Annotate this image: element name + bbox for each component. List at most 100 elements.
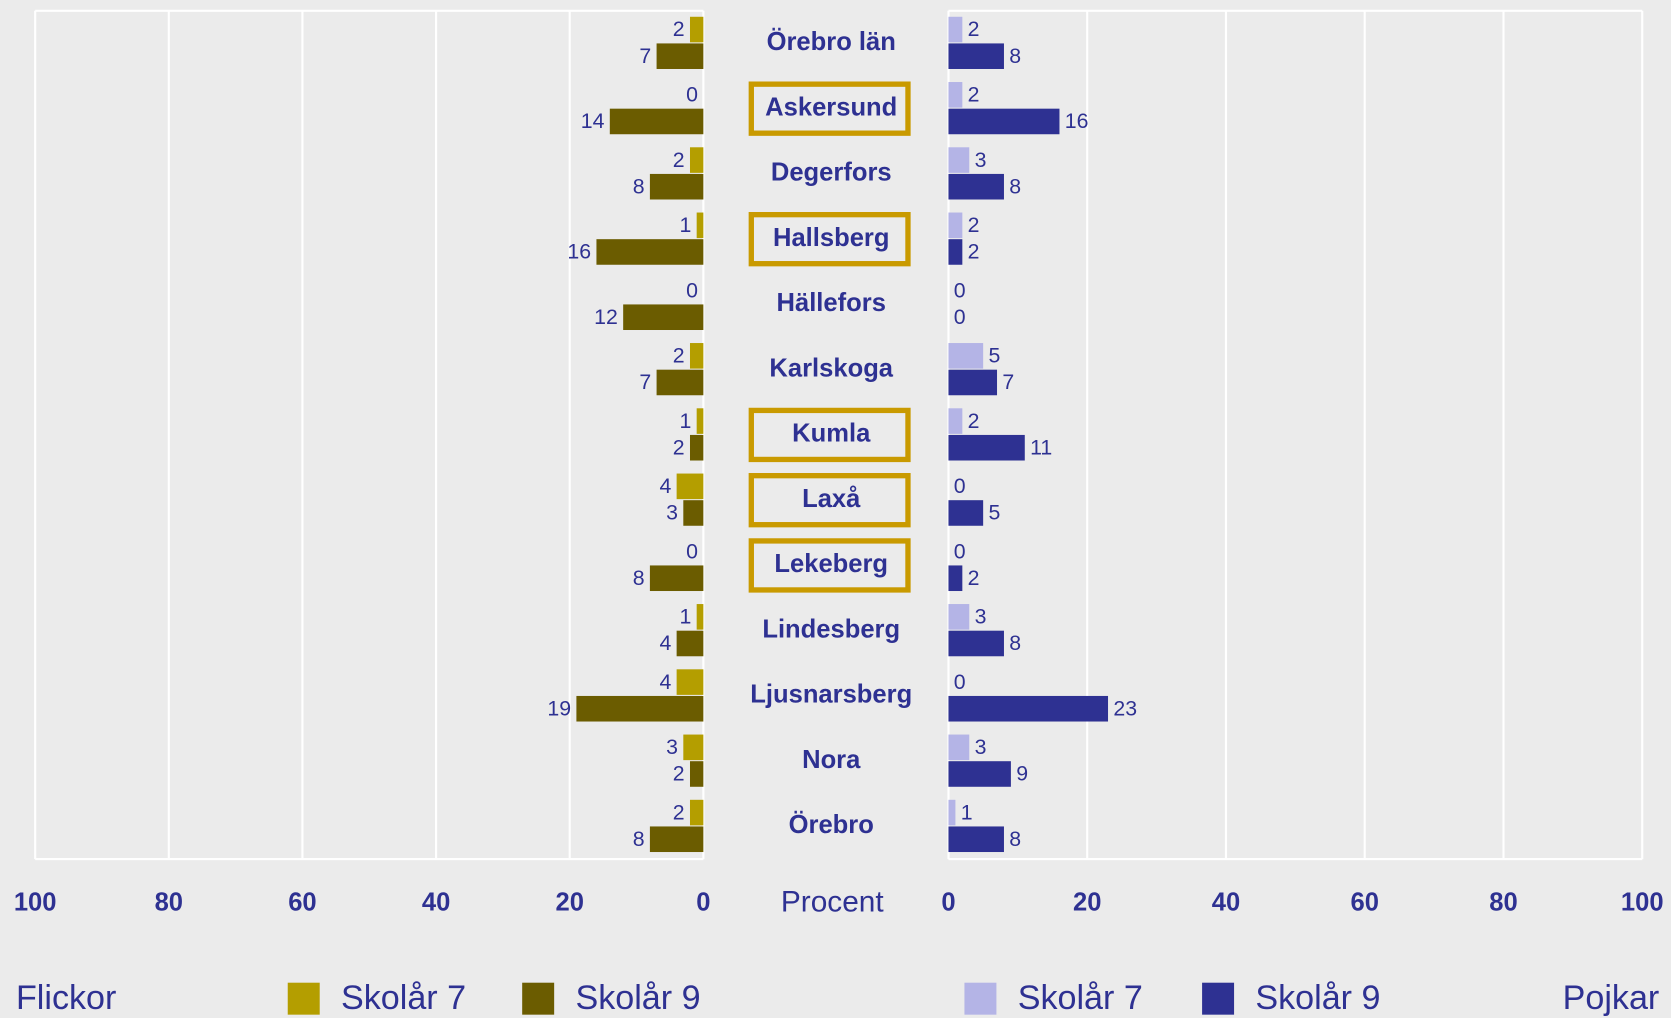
data-label: 0 [954,305,966,329]
bar [948,604,970,630]
bar [696,408,704,434]
data-label: 8 [1009,44,1021,68]
bar [948,565,963,592]
legend-swatch [522,982,555,1015]
data-label: 5 [988,501,1000,525]
x-tick-label: 60 [1351,889,1379,917]
bar [696,604,704,630]
legend-label: Skolår 9 [575,979,700,1017]
category-label: Lekeberg [774,550,888,578]
data-label: 2 [673,344,685,368]
data-label: 14 [581,109,605,133]
x-tick-label: 40 [1212,889,1240,917]
highlight-box [748,407,911,463]
category-label: Ljusnarsberg [750,681,912,709]
category-label: Nora [802,746,861,774]
data-label: 5 [988,344,1000,368]
data-label: 2 [968,566,980,590]
data-label: 0 [954,539,966,563]
category-label: Kumla [792,420,871,448]
category-label: Laxå [802,485,861,513]
bar [656,369,704,396]
legend-label: Skolår 7 [1018,979,1143,1017]
bar [689,761,704,787]
legend-label: Skolår 7 [341,979,466,1017]
data-label: 7 [639,370,651,394]
data-label: 12 [594,305,618,329]
data-label: 2 [968,409,980,433]
data-label: 1 [679,213,691,237]
bar [948,695,1109,722]
legend-swatch [964,982,997,1015]
bar [948,408,963,434]
bar [696,212,704,239]
bar [576,695,704,722]
bar [948,82,963,108]
data-label: 2 [673,435,685,459]
x-tick-label: 100 [14,889,57,917]
data-label: 8 [633,827,645,851]
data-label: 2 [673,762,685,786]
bar [948,173,1004,200]
data-label: 2 [968,17,980,41]
data-label: 2 [673,800,685,824]
data-label: 23 [1113,696,1137,720]
data-label: 1 [961,800,973,824]
data-label: 3 [975,605,987,629]
data-label: 0 [954,474,966,498]
data-label: 16 [567,240,591,264]
bar [649,565,704,592]
bar [948,212,963,239]
data-label: 1 [679,409,691,433]
data-label: 4 [659,670,671,694]
data-label: 0 [686,83,698,107]
data-label: 8 [1009,827,1021,851]
bar [623,304,704,331]
bar [948,147,970,173]
data-label: 7 [639,44,651,68]
data-label: 1 [679,605,691,629]
data-label: 8 [633,566,645,590]
bar [948,434,1025,461]
category-label: Örebro län [767,27,896,56]
x-tick-label: 20 [555,889,583,917]
data-label: 2 [968,213,980,237]
data-label: 8 [1009,174,1021,198]
data-label: 3 [666,501,678,525]
x-tick-label: 80 [155,889,183,917]
data-label: 9 [1016,762,1028,786]
x-axis-label: Procent [781,886,885,919]
bar [649,826,704,853]
bar [609,108,704,135]
x-tick-label: 100 [1621,889,1664,917]
bar [948,826,1004,853]
bar [596,239,704,265]
x-tick-label: 20 [1073,889,1101,917]
bar [948,630,1004,657]
bar [948,799,956,826]
bar [683,734,704,761]
bar [689,343,704,369]
category-label: Karlskoga [769,354,893,382]
bar [689,434,704,461]
data-label: 2 [968,83,980,107]
panel-label: Flickor [16,979,116,1017]
bar [948,43,1004,69]
x-tick-label: 0 [941,889,955,917]
data-label: 8 [633,174,645,198]
data-label: 0 [686,278,698,302]
legend-swatch [287,982,320,1015]
data-label: 3 [975,148,987,172]
bar [656,43,704,69]
bar [948,343,984,369]
bar [948,369,998,396]
data-label: 2 [968,240,980,264]
bar [948,761,1011,787]
bar [948,108,1060,135]
category-label: Degerfors [771,159,892,187]
x-tick-label: 60 [288,889,316,917]
category-label: Hällefors [777,289,886,317]
legend-swatch [1202,982,1235,1015]
x-tick-label: 0 [696,889,710,917]
